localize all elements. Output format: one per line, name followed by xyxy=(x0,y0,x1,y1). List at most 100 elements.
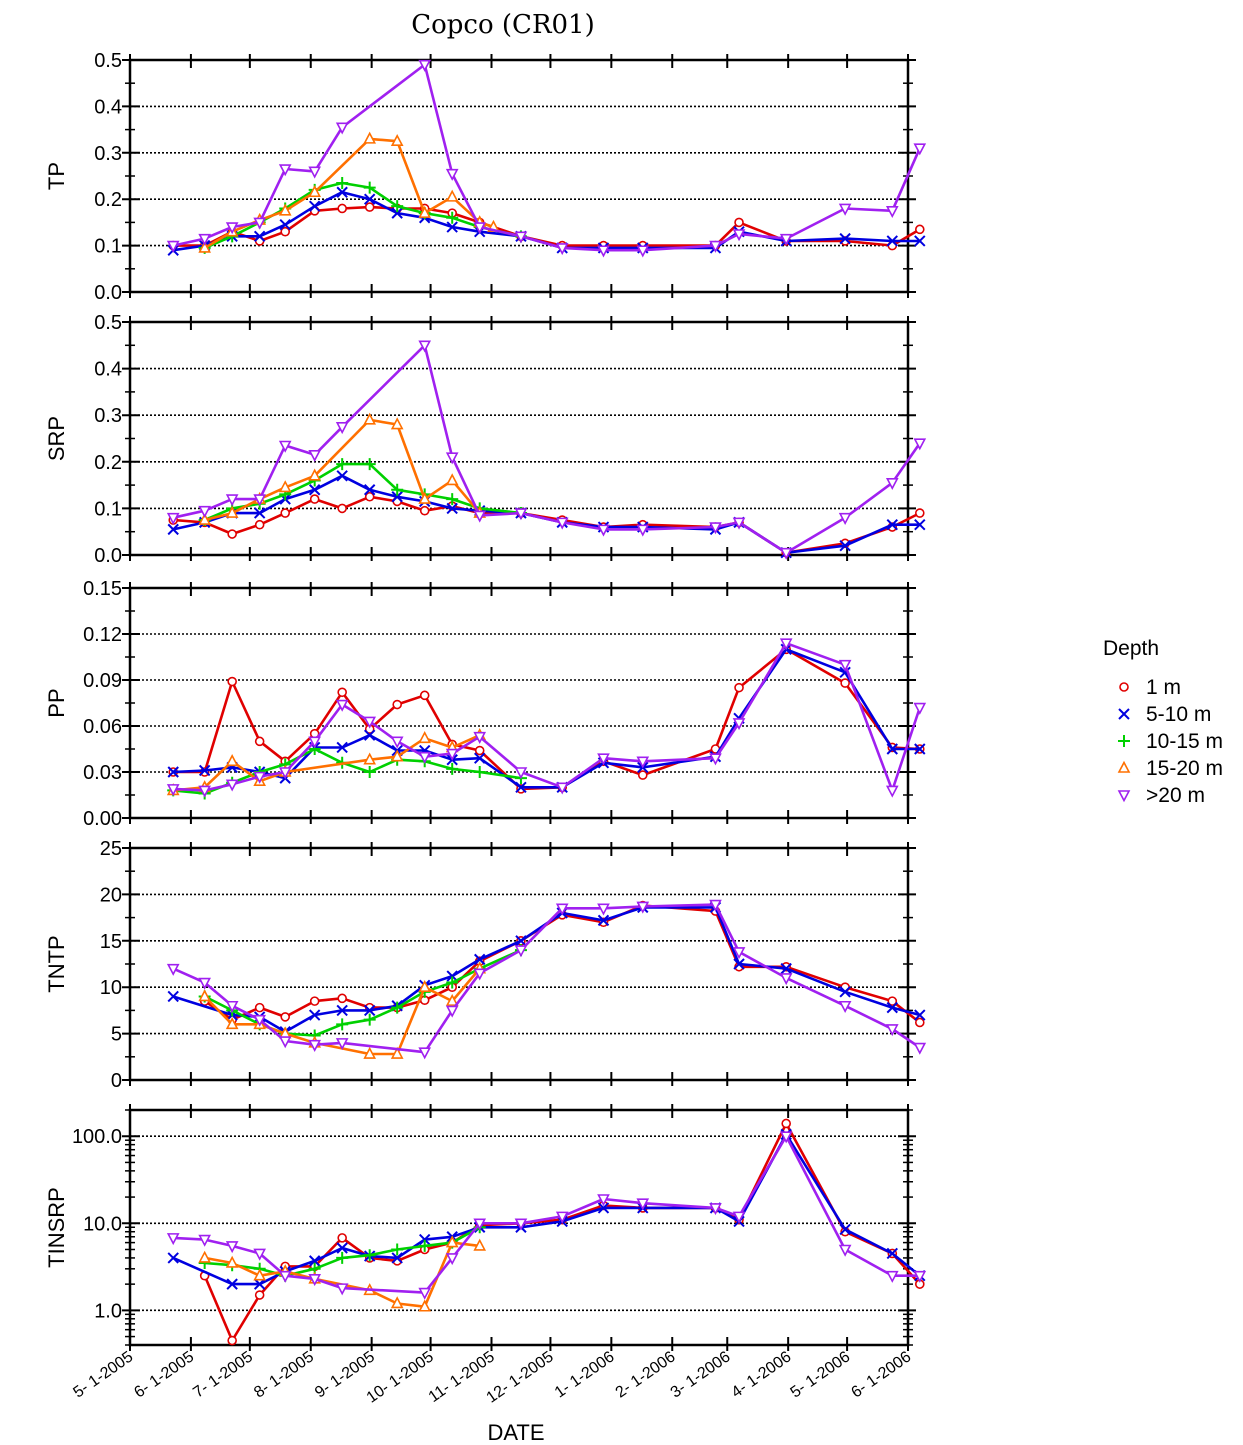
pp-point-15-20-m xyxy=(390,749,404,762)
tntp-point-gt20m xyxy=(166,963,180,976)
tp-point-15-20-m xyxy=(308,185,322,198)
tntp-point-1-m xyxy=(254,1002,265,1013)
tinsrp-point-gt20m xyxy=(636,1198,650,1211)
tinsrp-point-5-10-m xyxy=(336,1242,348,1254)
tntp-point-gt20m xyxy=(473,968,487,981)
srp-point-10-15-m xyxy=(363,458,376,471)
legend: Depth 1 m 5-10 m 10-15 m 15-20 m >20 m xyxy=(1103,637,1223,807)
tinsrp-point-10-15-m xyxy=(391,1243,404,1256)
legend-marker-5-10-m xyxy=(1118,708,1130,720)
pp-point-gt20m xyxy=(913,702,927,715)
chart-panels: 0.0 0.1 0.2 0.3 0.4 0.5 TP 0.0 0.1 0.2 0.3 0.4 0.5 SR… xyxy=(44,50,927,1351)
srp-point-10-15-m xyxy=(446,493,459,506)
tinsrp-y-axis-label: TINSRP xyxy=(44,1187,69,1268)
tntp-point-gt20m xyxy=(308,1039,322,1052)
tinsrp-point-gt20m xyxy=(732,1211,746,1224)
pp-panel: 0.00 0.03 0.06 0.09 0.12 0.15 PP xyxy=(44,578,927,830)
tp-y-tick-label: 0.4 xyxy=(94,96,122,118)
tinsrp-y-tick-label: 10.0 xyxy=(83,1213,122,1235)
tp-point-10-15-m xyxy=(363,181,376,194)
tinsrp-point-gt20m xyxy=(597,1194,610,1207)
srp-point-gt20m xyxy=(473,510,487,523)
tinsrp-frame xyxy=(128,1108,910,1347)
pp-point-gt20m xyxy=(473,731,487,744)
tp-point-gt20m xyxy=(885,206,899,219)
tntp-point-gt20m xyxy=(445,1005,459,1018)
tinsrp-point-1-m xyxy=(337,1233,347,1243)
srp-point-gt20m xyxy=(225,494,239,507)
tntp-point-gt20m xyxy=(885,1024,899,1037)
pp-point-5-10-m xyxy=(886,743,898,755)
pp-point-gt20m xyxy=(418,751,432,764)
tinsrp-point-gt20m xyxy=(473,1218,487,1231)
tntp-point-gt20m xyxy=(198,977,211,990)
tinsrp-point-gt20m xyxy=(418,1287,432,1300)
pp-point-gt20m xyxy=(335,699,349,712)
pp-point-5-10-m xyxy=(198,764,211,777)
tinsrp-panel: 1.0 10.0 100.0 TINSRP xyxy=(44,1104,927,1351)
tp-point-15-20-m xyxy=(278,203,292,216)
tp-point-5-10-m xyxy=(253,230,266,243)
pp-point-gt20m xyxy=(308,736,322,749)
pp-y-tick-label: 0.00 xyxy=(83,808,122,830)
tntp-point-gt20m xyxy=(779,973,793,986)
tntp-y-tick-label: 20 xyxy=(100,884,122,906)
tntp-point-15-20-m xyxy=(198,989,211,1002)
tntp-point-gt20m xyxy=(278,1036,292,1049)
tntp-point-gt20m xyxy=(253,1014,266,1027)
pp-point-gt20m xyxy=(779,638,793,651)
tntp-point-5-10-m xyxy=(597,914,610,927)
tntp-y-axis-label: TNTP xyxy=(44,935,69,992)
tinsrp-point-5-10-m xyxy=(226,1278,238,1290)
tntp-point-5-10-m xyxy=(363,1004,376,1017)
srp-point-1-m xyxy=(309,494,320,504)
pp-point-5-10-m xyxy=(336,741,348,754)
pp-point-1-m xyxy=(840,678,850,688)
pp-point-10-15-m xyxy=(473,766,486,778)
pp-y-tick-label: 0.03 xyxy=(83,762,122,784)
tinsrp-point-gt20m xyxy=(278,1270,292,1283)
tinsrp-point-5-10-m xyxy=(391,1252,403,1264)
tntp-point-5-10-m xyxy=(839,986,851,998)
pp-point-1-m xyxy=(474,745,485,756)
tntp-point-gt20m xyxy=(418,1047,432,1060)
x-tick-label: 12- 1-2005 xyxy=(484,1348,557,1406)
tinsrp-point-10-15-m xyxy=(336,1251,349,1264)
tntp-point-gt20m xyxy=(732,947,746,960)
tntp-series-line-10-15-m xyxy=(204,948,522,1037)
srp-point-gt20m xyxy=(779,547,793,560)
legend-label-1-m: 1 m xyxy=(1146,676,1181,699)
pp-point-gt20m xyxy=(166,784,180,797)
tinsrp-point-15-20-m xyxy=(418,1299,432,1312)
tinsrp-point-15-20-m xyxy=(198,1250,211,1263)
srp-point-5-10-m xyxy=(253,507,266,519)
srp-point-gt20m xyxy=(514,508,528,521)
srp-frame xyxy=(128,320,910,557)
tp-y-tick-label: 0.0 xyxy=(94,282,122,304)
tntp-point-1-m xyxy=(337,993,347,1004)
tp-series-line-1-m xyxy=(173,205,921,247)
tntp-point-gt20m xyxy=(555,903,569,916)
srp-point-gt20m xyxy=(308,450,322,463)
x-tick-label: 5- 1-2005 xyxy=(70,1348,136,1401)
tp-point-gt20m xyxy=(779,233,793,246)
tp-point-10-15-m xyxy=(446,211,459,224)
pp-point-15-20-m xyxy=(363,752,377,765)
tp-point-10-15-m xyxy=(391,200,404,213)
srp-point-15-20-m xyxy=(308,468,322,481)
pp-point-1-m xyxy=(392,699,402,710)
srp-point-15-20-m xyxy=(198,512,211,525)
pp-point-1-m xyxy=(254,736,265,747)
pp-series-group xyxy=(166,638,927,800)
tntp-point-gt20m xyxy=(636,901,650,914)
srp-point-5-10-m xyxy=(839,539,851,552)
tp-point-gt20m xyxy=(555,243,569,256)
tinsrp-point-gt20m xyxy=(308,1274,322,1287)
tp-point-gt20m xyxy=(514,231,528,244)
srp-point-1-m xyxy=(337,503,347,514)
srp-point-1-m xyxy=(914,508,925,518)
legend-marker-1-m xyxy=(1119,682,1129,692)
srp-point-5-10-m xyxy=(391,491,403,503)
x-tick-label: 6- 1-2005 xyxy=(131,1348,197,1401)
legend-label-5-10-m: 5-10 m xyxy=(1146,703,1211,726)
